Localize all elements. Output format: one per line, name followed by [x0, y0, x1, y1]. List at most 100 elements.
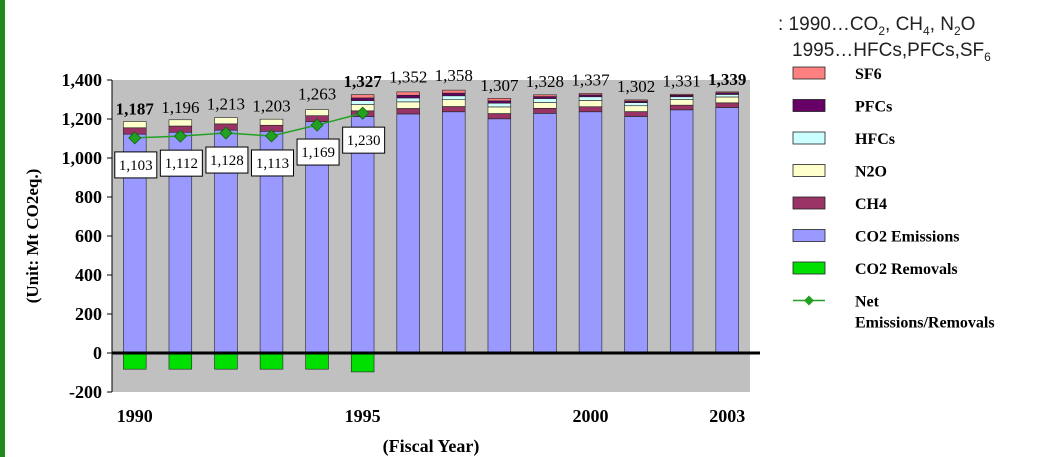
total-label: 1,358 — [435, 66, 473, 85]
bar-segment — [715, 107, 739, 354]
bar-segment — [578, 111, 603, 354]
left-border — [0, 0, 5, 457]
bar-segment — [715, 102, 739, 108]
bar-segment — [669, 96, 694, 100]
y-tick-label: 1,200 — [62, 109, 103, 129]
x-tick-label: 1990 — [117, 406, 153, 426]
y-tick-label: 600 — [75, 226, 102, 246]
base-year-note-2: 1995…HFCs,PFCs,SF6 — [792, 40, 991, 64]
bar-segment — [624, 105, 648, 112]
bar-segment — [578, 93, 603, 96]
bar-segment — [350, 352, 375, 373]
net-label: 1,230 — [347, 133, 381, 149]
note-text: , CH — [885, 14, 924, 35]
net-label: 1,103 — [119, 158, 153, 174]
bar-segment — [578, 96, 603, 101]
bar-segment — [578, 100, 603, 108]
bar-segment — [624, 99, 648, 102]
legend-label: HFCs — [855, 131, 895, 148]
legend-label: Net — [855, 294, 880, 311]
note-sub: 4 — [923, 23, 930, 38]
legend-swatch — [792, 229, 826, 242]
bar-segment — [350, 100, 375, 105]
total-label: 1,352 — [389, 67, 427, 86]
legend-label: CO2 Emissions — [855, 229, 959, 246]
net-label: 1,169 — [301, 145, 335, 161]
bar-segment — [487, 102, 512, 108]
total-label: 1,327 — [344, 72, 383, 91]
net-label: 1,113 — [256, 156, 289, 172]
bar-segment — [624, 102, 648, 107]
legend-label: SF6 — [855, 66, 882, 83]
base-year-note: : 1990…CO2, CH4, N2O — [778, 14, 976, 38]
plot-area — [112, 80, 750, 392]
total-label: 1,263 — [298, 85, 336, 104]
net-label-box — [114, 151, 158, 179]
net-label: 1,128 — [210, 153, 244, 169]
net-marker — [264, 129, 279, 143]
note-line2-prefix: 1995…HFCs,PFCs,SF — [792, 40, 985, 61]
bar-segment — [442, 106, 466, 113]
bar-segment — [624, 111, 648, 117]
y-tick-label: 400 — [75, 265, 102, 285]
y-axis-label: (Unit: Mt CO2eq.) — [23, 169, 42, 304]
y-tick-label: -200 — [69, 382, 102, 402]
net-marker — [128, 131, 142, 145]
bar-segment — [442, 89, 466, 94]
bar-segment — [214, 352, 238, 370]
bar-segment — [624, 116, 648, 354]
bar-segment — [259, 352, 284, 370]
bar-segment — [715, 91, 739, 94]
bar-segment — [669, 104, 694, 111]
net-label-box — [342, 126, 386, 154]
x-tick-label: 2000 — [573, 406, 609, 426]
total-label: 1,307 — [480, 76, 519, 95]
net-label-box — [251, 149, 294, 177]
bar-segment — [669, 99, 694, 106]
bar-segment — [259, 118, 284, 126]
total-label: 1,337 — [571, 70, 610, 89]
note-sub: 2 — [953, 23, 961, 38]
bar-segment — [396, 113, 420, 354]
bar-segment — [533, 94, 557, 97]
y-tick-label: 0 — [93, 343, 102, 363]
legend-label: CO2 Removals — [855, 261, 958, 278]
bar-segment — [715, 96, 739, 104]
bar-segment — [350, 97, 375, 101]
legend-swatch — [792, 99, 826, 112]
bar-segment — [350, 94, 375, 99]
bar-segment — [442, 92, 466, 97]
note-sub: 2 — [878, 23, 886, 38]
bar-segment — [396, 108, 420, 115]
bar-segment — [168, 352, 193, 370]
legend-label: Emissions/Removals — [855, 315, 995, 332]
bar-segment — [578, 106, 603, 113]
bar-segment — [123, 352, 147, 370]
note-text: , N — [929, 14, 954, 35]
total-label: 1,203 — [252, 96, 290, 115]
legend-swatch — [792, 196, 826, 210]
bar-segment — [487, 106, 512, 114]
y-tick-label: 1,000 — [62, 148, 103, 168]
total-label: 1,213 — [207, 94, 245, 113]
bar-segment — [168, 119, 193, 127]
x-tick-label: 2003 — [709, 406, 745, 426]
y-tick-label: 1,400 — [62, 70, 103, 90]
net-marker — [219, 126, 233, 140]
bar-segment — [305, 352, 329, 370]
net-marker — [356, 106, 370, 120]
legend-swatch — [792, 261, 826, 275]
total-label: 1,196 — [161, 98, 199, 117]
note-sub: 6 — [984, 49, 991, 64]
note-text: O — [960, 14, 976, 35]
bar-segment — [396, 97, 420, 103]
total-label: 1,331 — [663, 71, 701, 90]
note-line1-prefix: : 1990…CO — [778, 14, 879, 35]
bar-segment — [487, 100, 512, 104]
total-label: 1,328 — [526, 72, 564, 91]
bar-segment — [533, 113, 557, 354]
bar-segment — [396, 101, 420, 109]
legend-swatch — [792, 164, 826, 177]
net-marker — [310, 118, 324, 132]
